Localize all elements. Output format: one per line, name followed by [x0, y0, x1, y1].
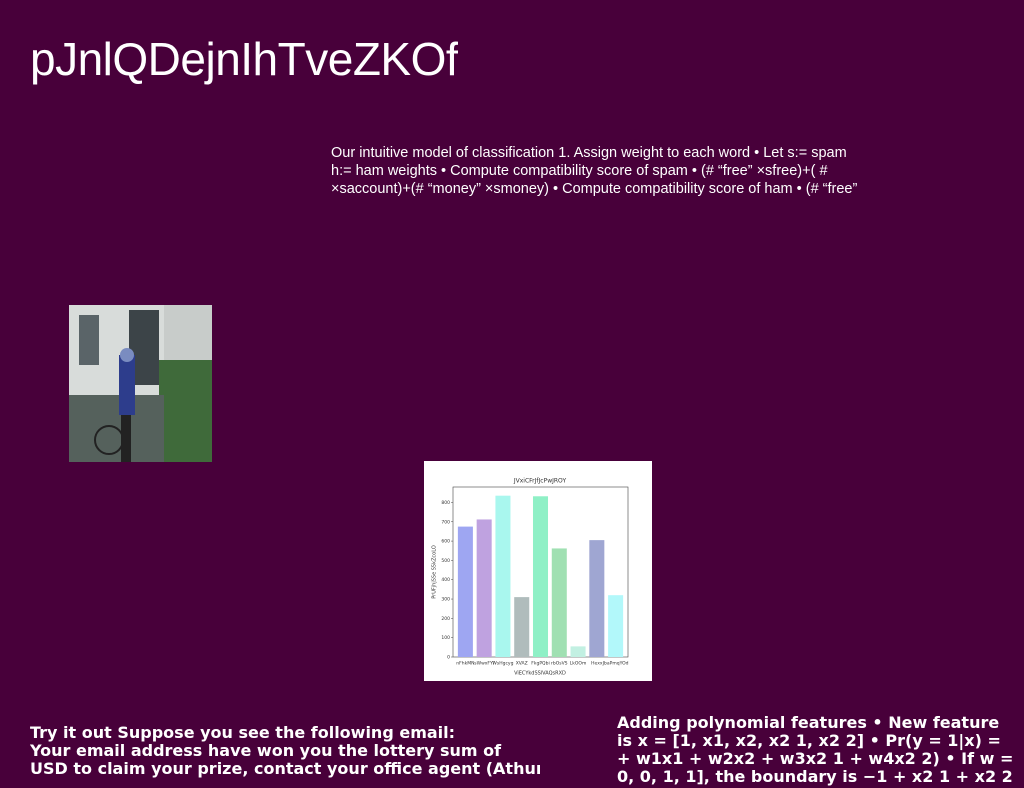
footer-right: Adding polynomial features • New feature…: [617, 714, 1024, 786]
bar: [476, 519, 492, 657]
x-tick-label: sWwxFYl: [474, 661, 494, 667]
text-line: Your email address have won you the lott…: [30, 741, 502, 760]
x-tick-label: LkOOm: [570, 661, 587, 667]
text-line: USD to claim your prize, contact your of…: [30, 759, 540, 778]
text-line: is x = [1, x1, x2, x2 1, x2 2] • Pr(y = …: [617, 731, 1001, 750]
x-tick-label: Hexx: [591, 661, 603, 667]
x-tick-label: rbOsVS: [551, 661, 568, 667]
footer-left: Try it out Suppose you see the following…: [30, 724, 540, 778]
text-line: Our intuitive model of classification 1.…: [331, 145, 847, 161]
x-tick-label: nFhkMN: [456, 661, 474, 667]
chart-title: JVxiCFrJfJcPwJROY: [513, 478, 567, 485]
text-line: Try it out Suppose you see the following…: [30, 724, 456, 742]
y-tick-label: 300: [441, 597, 450, 603]
y-tick-label: 100: [441, 635, 450, 641]
x-axis-label: ViECYkdSSlVAQsRXD: [514, 671, 566, 677]
x-tick-label: JbaPmqYOd: [602, 661, 629, 667]
y-tick-label: 0: [447, 655, 450, 661]
y-tick-label: 700: [441, 519, 450, 525]
x-tick-label: WsHgcyg: [492, 661, 513, 667]
text-line: Adding polynomial features • New feature: [617, 714, 1000, 732]
bar: [457, 526, 473, 657]
y-tick-label: 800: [441, 500, 450, 506]
text-line: ×saccount)+(# “money” ×smoney) • Compute…: [331, 181, 858, 197]
x-tick-label: XVAZ: [516, 661, 528, 667]
chart: JVxiCFrJfJcPwJROY ViECYkdSSlVAQsRXD PrUF…: [424, 461, 652, 681]
text-line: 0, 0, 1, 1], the boundary is −1 + x2 1 +…: [617, 767, 1013, 786]
bar: [608, 595, 624, 657]
bar: [551, 548, 567, 657]
bar: [532, 496, 549, 657]
bar: [514, 597, 530, 657]
text-line: h:= ham weights • Compute compatibility …: [331, 163, 828, 179]
y-tick-label: 600: [441, 539, 450, 545]
bar: [589, 540, 605, 657]
y-tick-label: 200: [441, 616, 450, 622]
bar: [570, 646, 586, 657]
body-text: Our intuitive model of classification 1.…: [331, 144, 857, 198]
x-tick-label: FkgPQbi: [531, 661, 549, 667]
heading: pJnlQDejnIhTveZKOf: [30, 33, 459, 85]
y-axis-label: PrUFjhjSSe S5kZcoLO: [432, 545, 438, 599]
text-line: + w1x1 + w2x2 + w3x2 1 + w4x2 2) • If w …: [617, 749, 1014, 768]
photo: [69, 305, 212, 462]
y-tick-label: 500: [441, 558, 450, 564]
y-tick-label: 400: [441, 577, 450, 583]
bar: [495, 495, 511, 657]
